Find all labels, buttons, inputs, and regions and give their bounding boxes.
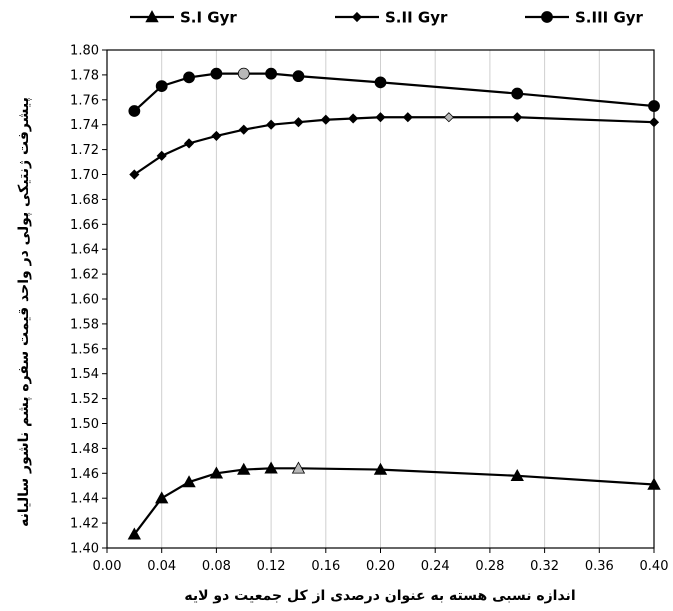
data-point xyxy=(183,71,195,84)
series-line xyxy=(133,116,655,176)
y-tick-label: 1.40 xyxy=(70,542,99,557)
data-point xyxy=(512,112,523,123)
x-tick-label: 0.16 xyxy=(311,559,340,574)
legend-label: S.II Gyr xyxy=(385,9,448,27)
y-tick-label: 1.68 xyxy=(70,193,99,208)
series-group xyxy=(127,461,661,540)
data-point xyxy=(373,462,388,475)
y-tick-label: 1.80 xyxy=(70,44,99,59)
series-group xyxy=(129,112,660,180)
data-point xyxy=(292,70,305,83)
y-tick-label: 1.56 xyxy=(70,342,99,357)
y-axis-title: پیشرفت ژنتیکی پولی در واحد قیمت سفره پشم… xyxy=(16,97,32,527)
y-tick-label: 1.72 xyxy=(70,143,99,158)
y-tick-label: 1.74 xyxy=(70,118,99,133)
data-point xyxy=(293,117,304,128)
data-point xyxy=(127,527,142,540)
y-tick-label: 1.48 xyxy=(70,442,99,457)
series-group xyxy=(128,67,660,117)
data-point xyxy=(374,76,387,89)
data-point xyxy=(182,475,196,488)
legend-label: S.III Gyr xyxy=(575,9,644,27)
x-tick-label: 0.32 xyxy=(530,559,559,574)
data-point xyxy=(511,87,524,100)
axes xyxy=(102,49,655,553)
legend-label: S.I Gyr xyxy=(180,9,237,27)
y-tick-label: 1.70 xyxy=(70,168,99,183)
data-point xyxy=(510,468,524,481)
x-axis-title: اندازه نسبی هسته به عنوان درصدی از کل جم… xyxy=(184,588,575,604)
legend-marker xyxy=(145,10,159,23)
data-point xyxy=(155,80,168,93)
x-tick-label: 0.08 xyxy=(202,559,231,574)
y-tick-label: 1.52 xyxy=(70,392,99,407)
data-point xyxy=(155,491,169,504)
data-point xyxy=(129,169,140,180)
y-tick-label: 1.50 xyxy=(70,417,99,432)
legend-marker xyxy=(351,11,363,23)
data-point xyxy=(264,461,278,474)
x-tick-label: 0.04 xyxy=(147,559,176,574)
plot-frame xyxy=(106,49,655,549)
data-point xyxy=(648,100,660,112)
y-tick-label: 1.60 xyxy=(70,293,99,308)
x-tick-label: 0.00 xyxy=(93,559,122,574)
legend-marker xyxy=(541,11,553,23)
y-tick-label: 1.42 xyxy=(70,517,99,532)
data-point xyxy=(266,119,277,130)
data-point xyxy=(375,112,386,123)
data-point xyxy=(209,466,224,479)
x-tick-label: 0.12 xyxy=(257,559,286,574)
y-tick-label: 1.64 xyxy=(70,243,99,258)
gridlines xyxy=(161,50,655,548)
data-point xyxy=(402,112,413,123)
data-point xyxy=(648,117,660,128)
x-tick-label: 0.28 xyxy=(475,559,504,574)
y-tick-labels: 1.40 1.42 1.44 1.46 1.48 1.50 1.52 1.54 1.56 1.58… xyxy=(70,44,99,557)
x-tick-label: 0.40 xyxy=(640,559,669,574)
y-tick-label: 1.62 xyxy=(70,268,99,283)
series-line xyxy=(133,467,655,535)
data-point xyxy=(238,124,249,135)
series-line xyxy=(133,72,655,112)
x-tick-label: 0.36 xyxy=(585,559,614,574)
data-point xyxy=(156,150,167,161)
data-point xyxy=(320,114,331,125)
y-tick-label: 1.44 xyxy=(70,492,99,507)
data-point xyxy=(237,462,251,475)
y-tick-label: 1.54 xyxy=(70,367,99,382)
data-point xyxy=(647,477,661,490)
y-tick-label: 1.66 xyxy=(70,218,99,233)
data-point xyxy=(265,67,278,80)
data-point xyxy=(183,138,195,149)
data-point xyxy=(128,105,141,117)
y-tick-label: 1.46 xyxy=(70,467,99,482)
data-point xyxy=(291,461,306,474)
x-tick-label: 0.20 xyxy=(366,559,395,574)
y-tick-label: 1.76 xyxy=(70,93,99,108)
data-point xyxy=(211,130,222,141)
y-tick-label: 1.78 xyxy=(70,68,99,83)
series-lines xyxy=(127,67,661,540)
x-tick-labels: 0.00 0.04 0.08 0.12 0.16 0.20 0.24 0.28 0.32 0.36… xyxy=(93,559,669,574)
y-tick-label: 1.58 xyxy=(70,317,99,332)
data-point xyxy=(237,67,250,80)
data-point xyxy=(443,112,454,123)
data-point xyxy=(348,113,359,124)
legend: S.I Gyr S.II Gyr S.III Gyr xyxy=(130,9,644,27)
x-tick-label: 0.24 xyxy=(421,559,450,574)
data-point xyxy=(210,67,223,80)
